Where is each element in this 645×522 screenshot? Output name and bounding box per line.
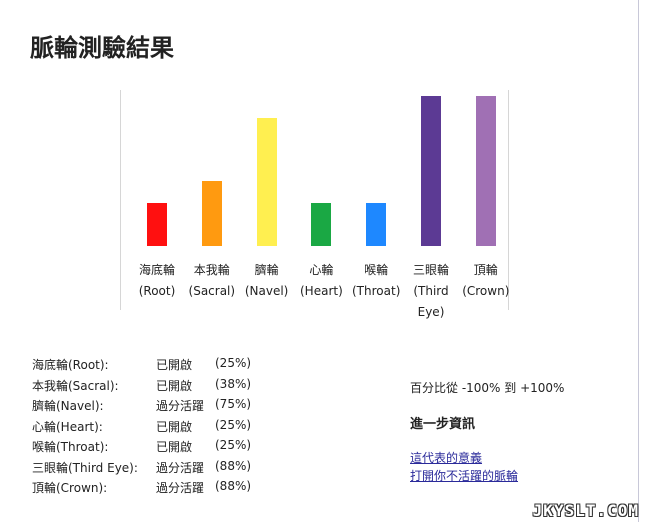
chakra-status: 過分活躍	[156, 481, 205, 495]
chart-bar-label-line: (Sacral)	[188, 284, 236, 298]
chart-column: 三眼輪 (Third Eye)	[403, 90, 457, 319]
chart-left-axis	[120, 90, 121, 310]
chart-bar-label-line: (Throat)	[352, 284, 401, 298]
chakra-percent: (25%)	[215, 417, 252, 432]
chakra-name: 三眼輪(Third Eye):	[32, 460, 138, 475]
meaning-link[interactable]: 這代表的意義	[410, 451, 483, 465]
chakra-name: 喉輪(Throat):	[32, 440, 109, 454]
chart-bar-label-line: 海底輪	[138, 263, 175, 277]
chakra-status: 已開啟	[156, 419, 193, 434]
chakra-status: 已開啟	[156, 378, 193, 393]
chart-bar-label: 頂輪 (Crown)	[458, 260, 514, 302]
chakra-status: 已開啟	[156, 358, 193, 372]
range-note: 百分比從 -100% 到 +100%	[410, 381, 565, 395]
chart-bar-label-line: 心輪	[309, 263, 334, 277]
chart-column: 本我輪 (Sacral)	[184, 90, 238, 310]
chart-bar	[366, 203, 387, 246]
chart-column: 海底輪 (Root)	[129, 90, 183, 310]
chart-bar-label-line: (Crown)	[462, 284, 510, 298]
chart-bar-label-line: (Root)	[138, 284, 176, 298]
chakra-name: 海底輪(Root):	[32, 358, 109, 372]
chart-bar-label-line: 臍輪	[254, 263, 279, 277]
chart-bar-label-line: (Heart)	[300, 284, 343, 298]
chart-bar	[147, 203, 167, 246]
page-title: 脈輪測驗結果	[30, 33, 174, 62]
more-info-heading: 進一步資訊	[410, 417, 476, 432]
chart-bar	[256, 118, 277, 246]
chakra-percent: (88%)	[215, 458, 252, 473]
chart-bar	[201, 181, 222, 246]
chakra-status: 過分活躍	[156, 460, 205, 475]
chart-bar-label-line: Eye)	[417, 305, 445, 319]
chakra-percent: (25%)	[215, 438, 252, 452]
chart-column: 臍輪 (Navel)	[239, 90, 293, 310]
chart-bar-label-line: 喉輪	[364, 263, 389, 277]
chart-bar-label: 喉輪 (Throat)	[348, 260, 404, 302]
chakra-status: 過分活躍	[156, 399, 205, 413]
chakra-bar-chart: 海底輪 (Root) 本我輪 (Sacral) 臍輪 (Navel) 心輪 (Heart) 喉輪…	[120, 90, 512, 319]
chakra-percent: (88%)	[215, 479, 252, 493]
chart-column: 喉輪 (Throat)	[348, 90, 402, 310]
chakra-name: 心輪(Heart):	[32, 419, 103, 434]
chart-bar-label: 海底輪 (Root)	[129, 260, 185, 302]
chart-bar-label: 三眼輪 (Third Eye)	[403, 260, 459, 323]
chart-bar-label-line: (Navel)	[244, 284, 289, 298]
chakra-name: 本我輪(Sacral):	[32, 378, 119, 393]
chakra-percent: (25%)	[215, 356, 252, 370]
chart-bar	[421, 96, 441, 246]
chart-bar-label-line: (Third	[413, 284, 449, 298]
chakra-percent: (75%)	[215, 397, 252, 411]
chakra-name: 臍輪(Navel):	[32, 399, 104, 413]
chakra-name: 頂輪(Crown):	[32, 481, 108, 495]
chart-bar	[311, 203, 332, 246]
chakra-status: 已開啟	[156, 440, 193, 454]
chart-column: 心輪 (Heart)	[293, 90, 347, 310]
chart-bar	[475, 96, 496, 246]
chart-bar-label-line: 三眼輪	[412, 263, 449, 277]
chart-right-axis	[508, 90, 509, 310]
chart-column: 頂輪 (Crown)	[458, 90, 512, 310]
window-frame-edge	[638, 0, 639, 522]
chart-bar-label-line: 頂輪	[473, 263, 498, 277]
chart-bar-label: 心輪 (Heart)	[293, 260, 349, 302]
chart-bar-label-line: 本我輪	[193, 263, 230, 277]
chart-bar-label: 臍輪 (Navel)	[239, 260, 295, 302]
chakra-percent: (38%)	[215, 376, 252, 391]
chart-bar-label: 本我輪 (Sacral)	[184, 260, 240, 302]
open-inactive-chakras-link[interactable]: 打開你不活躍的脈輪	[410, 469, 519, 483]
watermark: JKYSLT.COM	[532, 501, 639, 520]
